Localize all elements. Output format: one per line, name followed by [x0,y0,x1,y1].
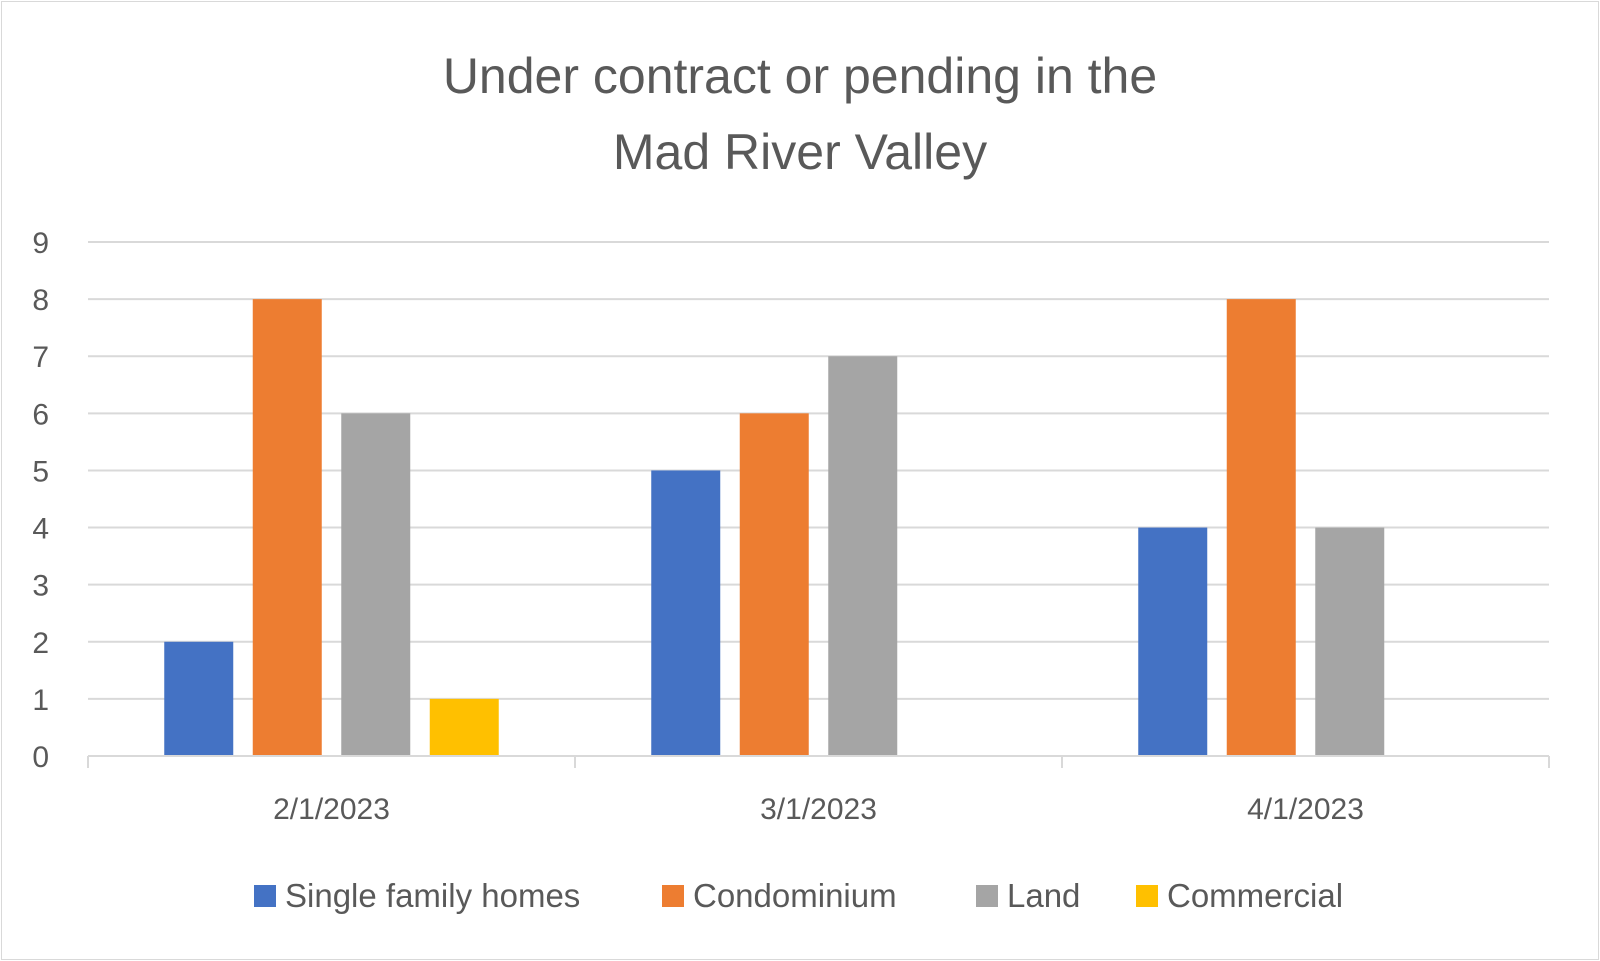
y-tick-label: 1 [32,684,49,717]
chart-title: Under contract or pending in the Mad Riv… [443,48,1157,180]
legend-item: Land [976,877,1080,914]
legend-label: Land [1007,877,1080,914]
x-tick-label: 4/1/2023 [1247,793,1364,826]
y-tick-label: 3 [32,570,49,603]
y-tick-label: 2 [32,627,49,660]
y-axis-tick-labels: 0 1 2 3 4 5 6 7 8 9 [32,227,49,774]
legend-item: Condominium [662,877,897,914]
series-land [341,356,1385,756]
bars [164,299,1385,756]
y-tick-label: 6 [32,398,49,431]
series-commercial [429,698,499,756]
legend-item: Commercial [1136,877,1343,914]
bar [739,413,809,756]
legend-swatch [976,885,998,907]
legend-swatch [662,885,684,907]
bar [1138,527,1208,756]
y-tick-label: 7 [32,341,49,374]
bar [651,470,721,756]
x-tick-label: 2/1/2023 [273,793,390,826]
chart-title-line-1: Under contract or pending in the [443,48,1157,104]
bar [429,698,499,756]
y-tick-label: 0 [32,741,49,774]
legend-label: Commercial [1167,877,1343,914]
legend-label: Single family homes [285,877,580,914]
y-tick-label: 8 [32,284,49,317]
y-tick-label: 5 [32,455,49,488]
series-condominium [252,299,1296,756]
legend-swatch [254,885,276,907]
x-axis: 2/1/2023 3/1/2023 4/1/2023 [87,755,1550,826]
legend-swatch [1136,885,1158,907]
legend-item: Single family homes [254,877,580,914]
y-tick-label: 9 [32,227,49,260]
legend: Single family homes Condominium Land Commer… [254,877,1343,914]
gridlines [88,241,1549,700]
bar [164,641,234,756]
bar [828,356,898,756]
bar [252,299,322,756]
legend-label: Condominium [693,877,897,914]
chart-title-line-2: Mad River Valley [613,124,987,180]
bar [1226,299,1296,756]
series-single-family-homes [164,470,1208,756]
y-tick-label: 4 [32,513,49,546]
bar [1315,527,1385,756]
bar [341,413,411,756]
x-tick-label: 3/1/2023 [760,793,877,826]
